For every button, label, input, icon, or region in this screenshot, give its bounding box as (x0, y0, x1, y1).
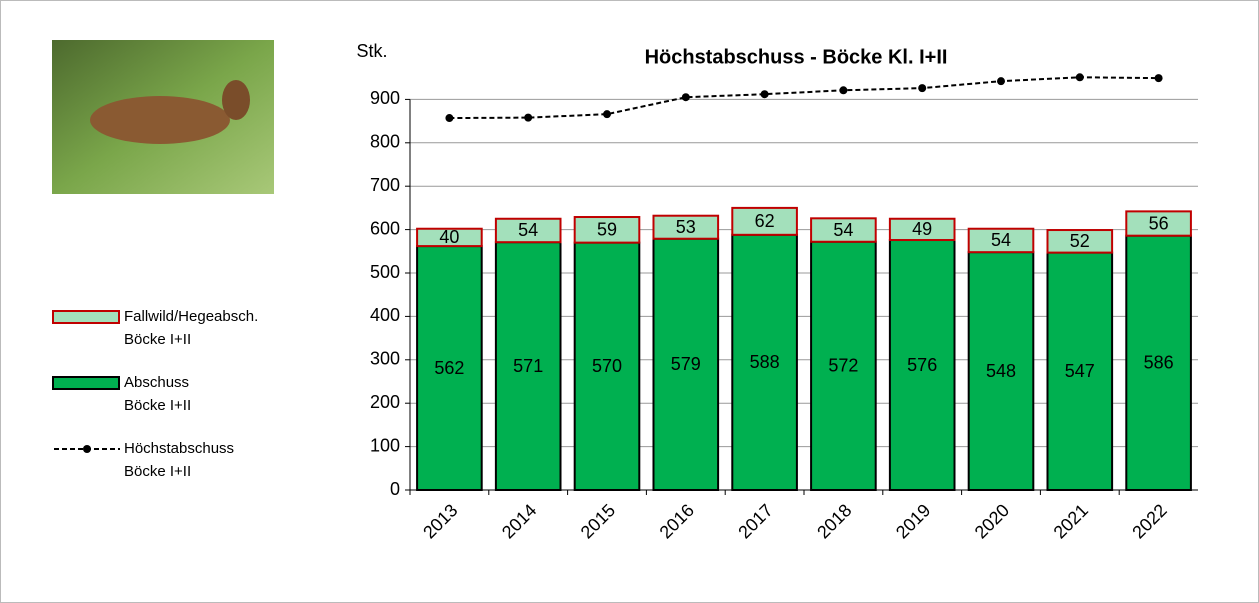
data-label: 562 (434, 358, 464, 378)
legend-swatch (52, 310, 120, 324)
data-label: 570 (592, 356, 622, 376)
y-tick-label: 200 (370, 392, 400, 412)
y-tick-label: 700 (370, 175, 400, 195)
deer-photo (222, 80, 250, 120)
data-label: 547 (1065, 361, 1095, 381)
line-point (1075, 73, 1084, 82)
x-tick-label: 2022 (1128, 500, 1170, 542)
bar-segment (810, 217, 877, 243)
x-tick-label: 2017 (734, 500, 776, 542)
x-tick-label: 2018 (813, 500, 855, 542)
bar-segment (1046, 251, 1114, 491)
data-label: 586 (1144, 353, 1174, 373)
data-label: 54 (991, 230, 1011, 250)
bar-segment (967, 227, 1035, 254)
bar-segment (967, 251, 1035, 491)
y-tick-label: 800 (370, 132, 400, 152)
data-label: 56 (1149, 213, 1169, 233)
bar-segment (573, 216, 641, 244)
x-tick-label: 2013 (419, 500, 461, 542)
y-tick-label: 500 (370, 262, 400, 282)
bar-segment (1125, 210, 1192, 237)
legend-swatch (52, 376, 120, 390)
data-label: 62 (755, 211, 775, 231)
line-point (524, 113, 533, 122)
data-label: 52 (1070, 231, 1090, 251)
bar-segment (1046, 229, 1114, 254)
legend-swatch (52, 310, 120, 324)
y-tick-label: 100 (370, 435, 400, 455)
line-point (839, 86, 848, 95)
legend-label: Abschuss Böcke I+II (124, 374, 192, 414)
legend-swatch (54, 445, 120, 453)
bar-segment (1125, 234, 1192, 491)
line-point (603, 110, 611, 119)
data-label: 571 (513, 356, 543, 376)
legend-label: Höchstabschuss Böcke I+II (124, 440, 235, 480)
chart-title: Höchstabschuss - Böcke Kl. I+II (645, 46, 948, 68)
line-point (918, 84, 927, 93)
x-tick-label: 2021 (1050, 500, 1092, 542)
legend-swatch (52, 376, 120, 390)
x-tick-label: 2016 (656, 500, 698, 542)
data-label: 54 (518, 220, 538, 240)
y-tick-label: 0 (390, 479, 400, 499)
bar-segment (888, 239, 956, 491)
data-label: 572 (828, 356, 858, 376)
data-label: 54 (833, 220, 853, 240)
bar-segment (652, 237, 720, 491)
x-tick-label: 2020 (971, 500, 1013, 542)
y-tick-label: 600 (370, 218, 400, 238)
bar-segment (494, 241, 562, 491)
y-tick-label: 400 (370, 305, 400, 325)
x-tick-label: 2015 (577, 500, 619, 542)
data-label: 59 (597, 220, 617, 240)
data-label: 579 (671, 354, 701, 374)
line-point (997, 77, 1005, 86)
data-label: 548 (986, 361, 1016, 381)
line-point (445, 114, 454, 123)
legend-swatch (83, 445, 91, 453)
legend-label: Fallwild/Hegeabsch. Böcke I+II (124, 308, 259, 348)
line-point (760, 90, 769, 99)
data-label: 40 (439, 227, 459, 247)
x-tick-label: 2019 (892, 500, 934, 542)
bar-segment (652, 214, 720, 240)
bar-segment (888, 217, 956, 242)
y-axis-label: Stk. (356, 41, 387, 61)
data-label: 53 (676, 217, 696, 237)
line-point (1154, 74, 1163, 83)
bar-segment (731, 206, 798, 236)
data-label: 588 (750, 352, 780, 372)
x-tick-label: 2014 (498, 500, 540, 542)
data-label: 49 (912, 219, 932, 239)
bar-segment (416, 227, 483, 248)
line (449, 76, 1159, 120)
bar-segment (494, 217, 562, 244)
y-tick-label: 300 (370, 349, 400, 369)
y-tick-label: 900 (370, 88, 400, 108)
line-point (681, 93, 690, 102)
data-label: 576 (907, 355, 937, 375)
deer-photo (90, 96, 230, 144)
